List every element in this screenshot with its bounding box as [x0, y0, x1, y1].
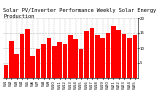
Bar [20, 34, 24, 78]
Bar [31, 56, 35, 78]
Bar [41, 44, 46, 78]
Bar [79, 49, 83, 78]
Bar [25, 29, 30, 78]
Bar [14, 54, 19, 78]
Text: Solar PV/Inverter Performance Weekly Solar Energy Production: Solar PV/Inverter Performance Weekly Sol… [3, 8, 156, 19]
Bar [63, 44, 67, 78]
Bar [95, 34, 100, 78]
Bar [36, 49, 40, 78]
Bar [90, 28, 94, 78]
Bar [116, 30, 121, 78]
Bar [100, 38, 105, 78]
Bar [68, 35, 73, 78]
Bar [84, 31, 89, 78]
Bar [57, 42, 62, 78]
Bar [52, 46, 56, 78]
Bar [47, 38, 51, 78]
Bar [122, 34, 126, 78]
Bar [73, 39, 78, 78]
Bar [106, 33, 110, 78]
Bar [4, 65, 8, 78]
Bar [111, 26, 116, 78]
Bar [133, 35, 137, 78]
Bar [9, 40, 14, 78]
Bar [127, 38, 132, 78]
